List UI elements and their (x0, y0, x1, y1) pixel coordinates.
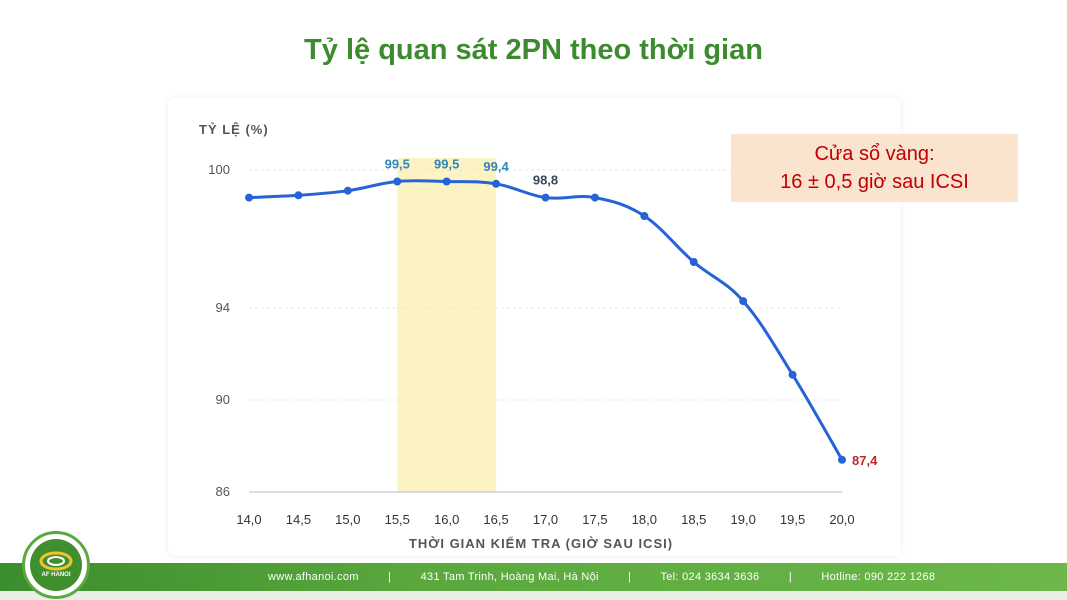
x-tick-label: 15,0 (335, 512, 360, 527)
slide-title: Tỷ lệ quan sát 2PN theo thời gian (304, 34, 763, 66)
x-tick-label: 18,5 (681, 512, 706, 527)
data-point (393, 177, 402, 186)
x-tick-label: 15,5 (385, 512, 410, 527)
data-point (788, 370, 797, 379)
golden-window-callout: Cửa sổ vàng: 16 ± 0,5 giờ sau ICSI (731, 134, 1018, 202)
footer-bar: www.afhanoi.com | 431 Tam Trinh, Hoàng M… (0, 563, 1067, 591)
callout-line-2: 16 ± 0,5 giờ sau ICSI (780, 171, 969, 193)
data-label: 87,4 (852, 453, 878, 468)
data-point (590, 193, 599, 202)
data-point (442, 177, 451, 186)
golden-window-band (397, 158, 497, 492)
data-label: 99,4 (483, 159, 509, 174)
footer-contact: www.afhanoi.com | 431 Tam Trinh, Hoàng M… (268, 563, 935, 591)
callout-line-1: Cửa sổ vàng: (814, 143, 935, 165)
y-tick-label: 100 (208, 162, 230, 177)
data-point (640, 212, 649, 220)
x-tick-label: 19,5 (780, 512, 805, 527)
data-point (739, 297, 748, 306)
x-tick-label: 18,0 (632, 512, 657, 527)
x-tick-label: 16,5 (483, 512, 508, 527)
footer-bottom-strip (0, 591, 1067, 600)
x-tick-label: 14,0 (236, 512, 261, 527)
y-axis-label: TỶ LỆ (%) (199, 122, 269, 137)
y-tick-label: 86 (216, 484, 230, 499)
y-tick-label: 94 (216, 300, 230, 315)
footer-tel: Tel: 024 3634 3636 (660, 571, 760, 583)
data-label: 98,8 (533, 173, 558, 188)
footer-separator: | (788, 571, 792, 583)
footer-address: 431 Tam Trinh, Hoàng Mai, Hà Nội (420, 571, 599, 583)
line-chart: 100 94 90 86 14,0 14,5 15,0 15,5 16,0 16,5 17,0 17,… (199, 122, 878, 551)
logo-text: AF HANOI (41, 572, 71, 578)
x-tick-label: 16,0 (434, 512, 459, 527)
footer-separator: | (388, 571, 392, 583)
data-point (492, 179, 501, 188)
data-point (343, 186, 352, 195)
footer-website[interactable]: www.afhanoi.com (268, 571, 359, 583)
data-point (541, 193, 550, 202)
x-tick-label: 14,5 (286, 512, 311, 527)
data-label: 99,5 (434, 157, 459, 172)
x-axis-label: THỜI GIAN KIỂM TRA (GIỜ SAU ICSI) (409, 536, 673, 551)
x-tick-label: 19,0 (731, 512, 756, 527)
y-tick-label: 90 (216, 392, 230, 407)
af-hanoi-logo: AF HANOI (22, 531, 90, 599)
data-label: 99,5 (385, 157, 410, 172)
data-point (838, 455, 846, 464)
data-point (245, 193, 253, 202)
data-point (689, 258, 698, 266)
x-tick-label: 17,5 (582, 512, 607, 527)
data-point (294, 191, 303, 200)
x-tick-label: 17,0 (533, 512, 558, 527)
logo-emblem: AF HANOI (30, 539, 82, 591)
series-line (248, 179, 844, 461)
footer-separator: | (628, 571, 632, 583)
logo-swirl-icon (39, 551, 73, 571)
x-tick-label: 20,0 (829, 512, 854, 527)
footer-hotline: Hotline: 090 222 1268 (821, 571, 936, 583)
